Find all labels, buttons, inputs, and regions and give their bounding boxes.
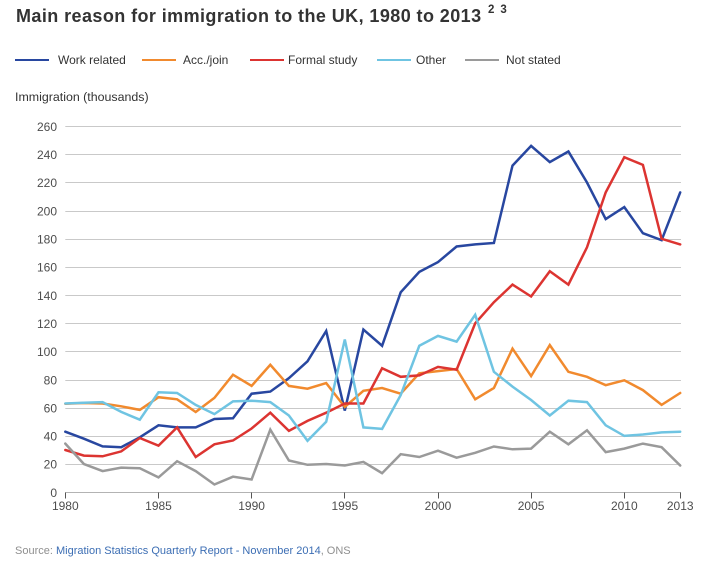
svg-text:220: 220 [37,176,57,190]
svg-text:180: 180 [37,233,57,247]
svg-text:80: 80 [44,373,58,387]
svg-text:100: 100 [37,345,57,359]
svg-text:2005: 2005 [518,499,545,513]
svg-text:1995: 1995 [331,499,358,513]
svg-text:260: 260 [37,120,57,134]
svg-text:2013: 2013 [667,499,694,513]
svg-text:2010: 2010 [611,499,638,513]
svg-text:60: 60 [44,401,58,415]
svg-text:1985: 1985 [145,499,172,513]
svg-text:120: 120 [37,317,57,331]
svg-text:20: 20 [44,458,58,472]
svg-text:140: 140 [37,289,57,303]
svg-text:200: 200 [37,204,57,218]
svg-text:1980: 1980 [52,499,79,513]
svg-text:1990: 1990 [238,499,265,513]
svg-text:240: 240 [37,148,57,162]
svg-text:40: 40 [44,430,58,444]
svg-text:0: 0 [50,486,57,500]
svg-text:160: 160 [37,261,57,275]
svg-text:2000: 2000 [425,499,452,513]
